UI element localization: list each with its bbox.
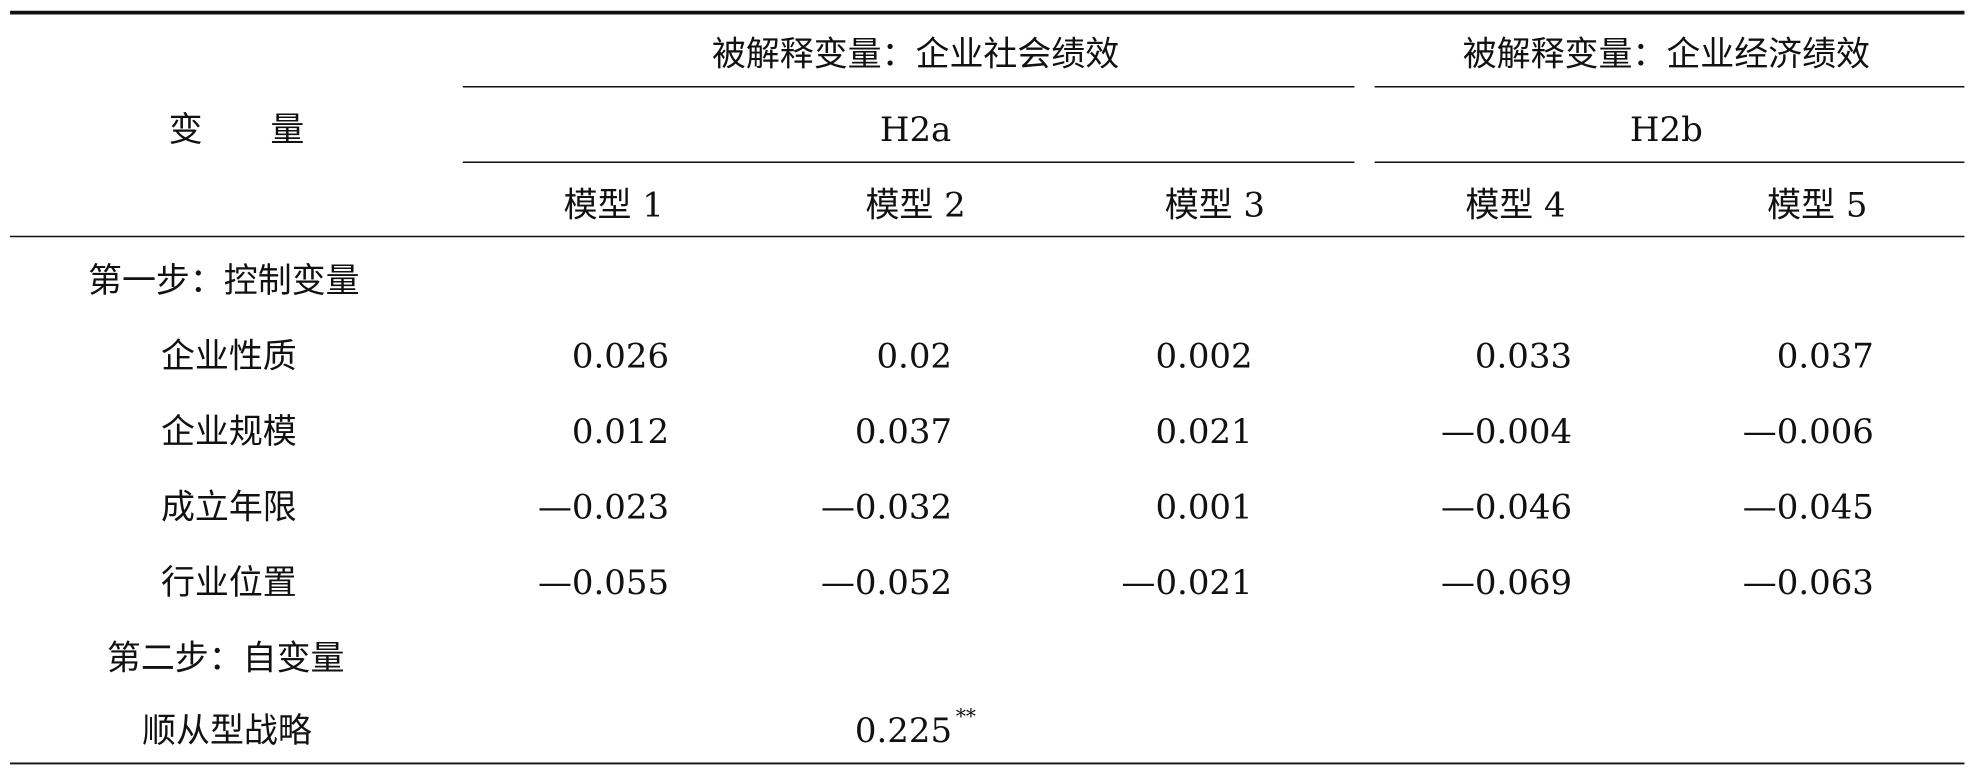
group-title: 被解释变量：企业社会绩效 — [712, 35, 1119, 75]
model-header: 模型 4 — [1465, 186, 1565, 226]
hypothesis: H2a — [880, 110, 951, 150]
row-label: 成立年限 — [161, 487, 297, 527]
row-label: 行业位置 — [161, 563, 297, 603]
cell-value: —0.055 — [538, 563, 669, 603]
cell-value: 0.001 — [1155, 487, 1252, 527]
cell-value: —0.023 — [538, 487, 669, 527]
cell-value: 0.02 — [876, 336, 952, 376]
cell-value: —0.004 — [1441, 412, 1572, 452]
significance-mark: ** — [956, 705, 976, 729]
cell-value: 0.026 — [572, 336, 669, 376]
stub-header: 变 量 — [169, 110, 305, 150]
model-header: 模型 3 — [1165, 186, 1265, 226]
section-title: 第一步：控制变量 — [88, 261, 360, 301]
cell-value: 0.225 — [855, 711, 952, 751]
model-header: 模型 2 — [865, 186, 965, 226]
hypothesis: H2b — [1630, 110, 1703, 150]
row-label: 企业规模 — [161, 412, 297, 452]
cell-value: 0.037 — [855, 412, 952, 452]
model-header: 模型 5 — [1767, 186, 1867, 226]
cell-value: —0.069 — [1441, 563, 1572, 603]
cell-value: —0.006 — [1743, 412, 1874, 452]
cell-value: —0.046 — [1441, 487, 1572, 527]
cell-value: —0.063 — [1743, 563, 1874, 603]
cell-value: 0.037 — [1777, 336, 1874, 376]
model-header: 模型 1 — [564, 186, 664, 226]
cell-value: —0.052 — [821, 563, 952, 603]
cell-value: —0.021 — [1122, 563, 1253, 603]
group-title: 被解释变量：企业经济绩效 — [1463, 35, 1870, 75]
cell-value: 0.021 — [1155, 412, 1252, 452]
section-title: 第二步：自变量 — [107, 638, 345, 678]
row-label: 企业性质 — [161, 336, 297, 376]
cell-value: —0.045 — [1743, 487, 1874, 527]
cell-value: 0.002 — [1155, 336, 1252, 376]
cell-value: 0.012 — [572, 412, 669, 452]
cell-value: 0.033 — [1475, 336, 1572, 376]
row-label: 顺从型战略 — [142, 711, 312, 751]
cell-value: —0.032 — [821, 487, 952, 527]
